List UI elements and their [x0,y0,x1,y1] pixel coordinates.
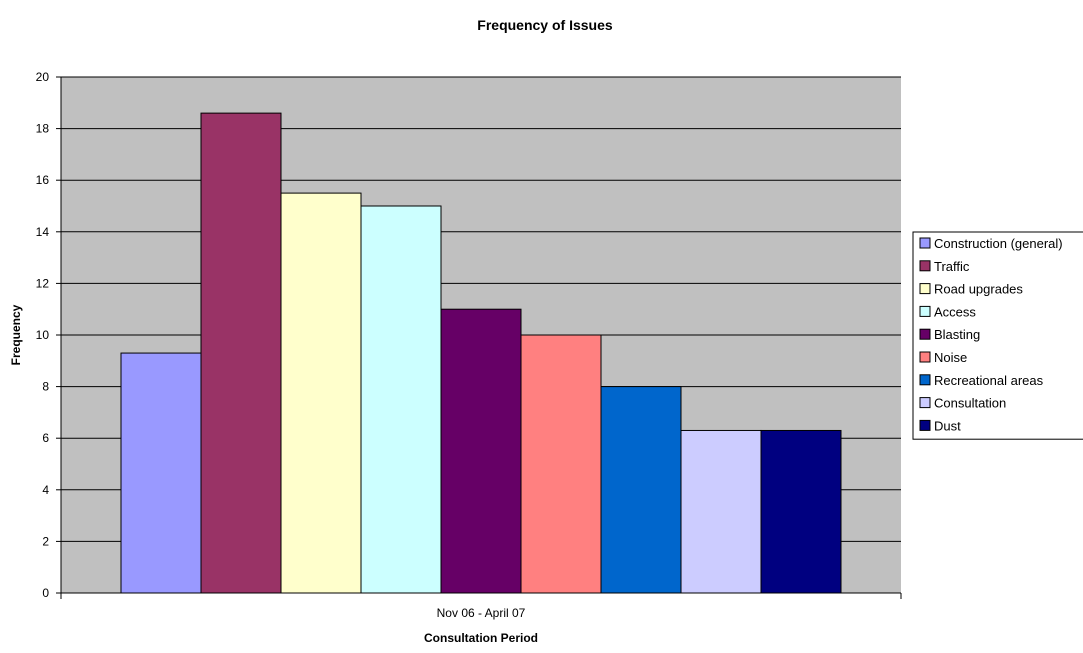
bar [680,429,762,594]
y-tick-label: 8 [42,380,49,394]
bar [280,192,362,594]
bar [200,112,282,594]
legend-label: Traffic [934,259,970,274]
y-axis-title: Frequency [9,304,23,365]
legend-swatch [919,397,931,409]
bar [360,205,442,594]
x-tick-label: Nov 06 - April 07 [437,606,526,620]
legend-label: Construction (general) [934,236,1063,251]
legend-label: Blasting [934,327,980,342]
y-tick-label: 12 [36,276,50,290]
legend-swatch [919,419,931,431]
legend-swatch [919,237,931,249]
y-tick-label: 14 [36,225,50,239]
y-tick-label: 20 [36,70,50,84]
legend-label: Access [934,304,976,319]
y-tick-label: 10 [36,328,50,342]
y-tick-label: 4 [42,483,49,497]
plot-area: 0 2 4 6 8 10 12 14 16 18 20 Nov 06 - April 07 [36,70,902,620]
bar [120,352,202,594]
legend-swatch [919,260,931,272]
x-axis-title: Consultation Period [424,631,538,645]
bar [520,334,602,594]
y-tick-label: 16 [36,173,50,187]
legend-label: Recreational areas [934,373,1044,388]
legend-box [912,231,1083,440]
y-tick-label: 6 [42,431,49,445]
legend-swatch [919,351,931,363]
y-tick-label: 0 [42,586,49,600]
legend: Construction (general) Traffic Road upgrad… [912,231,1083,440]
legend-label: Road upgrades [934,282,1023,297]
bar [760,429,842,594]
y-tick-label: 2 [42,534,49,548]
chart-title: Frequency of Issues [477,17,613,33]
bar [600,386,682,594]
legend-label: Consultation [934,396,1006,411]
legend-label: Noise [934,350,967,365]
legend-swatch [919,374,931,386]
y-tick-label: 18 [36,122,50,136]
legend-swatch [919,328,931,340]
bar [440,308,522,594]
legend-swatch [919,283,931,295]
legend-swatch [919,305,931,317]
legend-label: Dust [934,418,961,433]
